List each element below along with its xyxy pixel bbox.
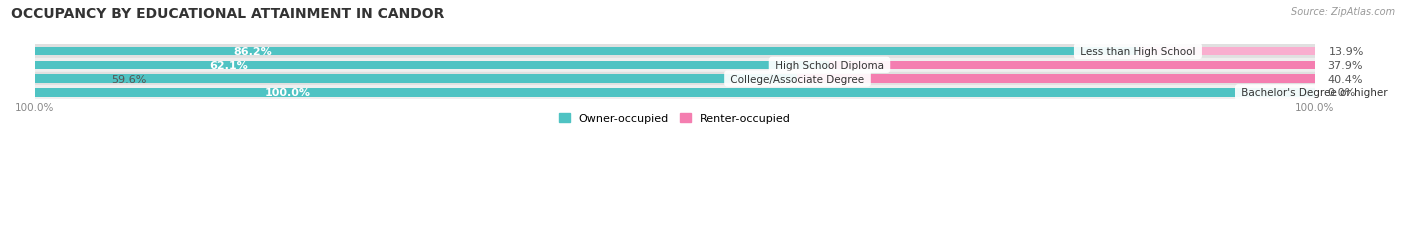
Bar: [35, 61, 830, 70]
Bar: [830, 61, 1315, 70]
Text: 86.2%: 86.2%: [233, 47, 271, 57]
Bar: [35, 72, 1315, 86]
Text: Source: ZipAtlas.com: Source: ZipAtlas.com: [1291, 7, 1395, 17]
Bar: [35, 59, 1315, 72]
Legend: Owner-occupied, Renter-occupied: Owner-occupied, Renter-occupied: [554, 109, 796, 128]
Text: 37.9%: 37.9%: [1327, 61, 1362, 70]
Text: OCCUPANCY BY EDUCATIONAL ATTAINMENT IN CANDOR: OCCUPANCY BY EDUCATIONAL ATTAINMENT IN C…: [11, 7, 444, 21]
Bar: [35, 75, 797, 83]
Text: 62.1%: 62.1%: [209, 61, 249, 70]
Text: Bachelor's Degree or higher: Bachelor's Degree or higher: [1239, 88, 1391, 98]
Text: Less than High School: Less than High School: [1077, 47, 1199, 57]
Bar: [35, 45, 1315, 59]
Bar: [35, 48, 1137, 56]
Text: 59.6%: 59.6%: [111, 74, 146, 84]
Text: 40.4%: 40.4%: [1327, 74, 1362, 84]
Bar: [1137, 48, 1316, 56]
Text: 13.9%: 13.9%: [1329, 47, 1364, 57]
Text: 0.0%: 0.0%: [1327, 88, 1355, 98]
Text: 100.0%: 100.0%: [266, 88, 311, 98]
Text: High School Diploma: High School Diploma: [772, 61, 887, 70]
Bar: [797, 75, 1315, 83]
Bar: [35, 86, 1315, 100]
Bar: [35, 89, 1315, 97]
Text: College/Associate Degree: College/Associate Degree: [727, 74, 868, 84]
